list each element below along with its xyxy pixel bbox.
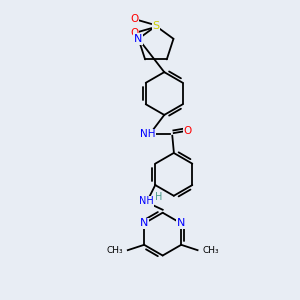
Text: O: O — [130, 14, 139, 24]
Text: N: N — [134, 34, 142, 44]
Text: O: O — [130, 28, 139, 38]
Text: N: N — [177, 218, 185, 228]
Text: NH: NH — [139, 196, 154, 206]
Text: O: O — [184, 126, 192, 136]
Text: CH₃: CH₃ — [202, 246, 219, 255]
Text: CH₃: CH₃ — [106, 246, 123, 255]
Text: N: N — [140, 218, 148, 228]
Text: NH: NH — [140, 129, 156, 139]
Text: H: H — [155, 192, 163, 202]
Text: S: S — [152, 21, 160, 31]
